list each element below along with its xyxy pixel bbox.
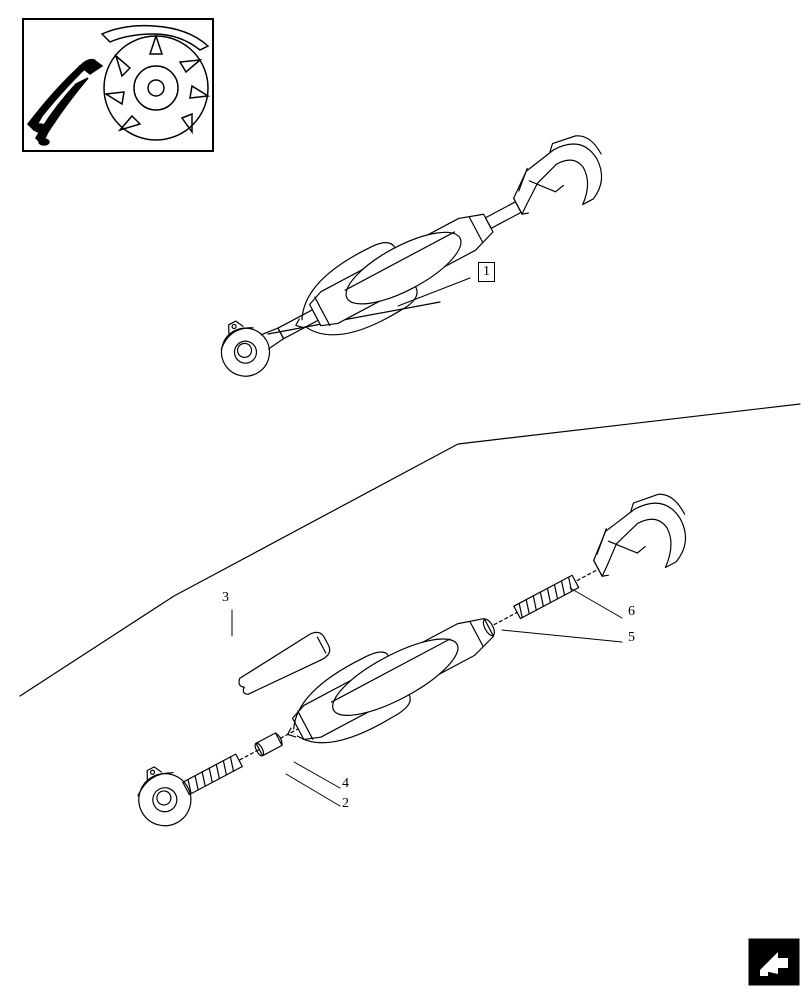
top-link-assembly-lower-exploded	[105, 452, 704, 842]
sleeve-pin	[253, 732, 283, 757]
callout-1: 1	[478, 262, 495, 282]
handle-wire	[234, 629, 333, 699]
turnbuckle-body	[272, 597, 508, 765]
callout-6: 6	[628, 604, 635, 620]
callout-4: 4	[342, 776, 349, 792]
callout-5: 5	[628, 630, 635, 646]
callout-2: 2	[342, 796, 349, 812]
parts-diagram	[0, 0, 812, 1000]
hook-end	[579, 484, 703, 595]
nav-next-icon[interactable]	[748, 938, 800, 986]
callout-leaders	[232, 278, 622, 806]
eye-end	[126, 730, 251, 835]
threaded-rod	[514, 575, 579, 618]
top-link-assembly-upper	[206, 126, 622, 396]
callout-3: 3	[222, 590, 229, 606]
